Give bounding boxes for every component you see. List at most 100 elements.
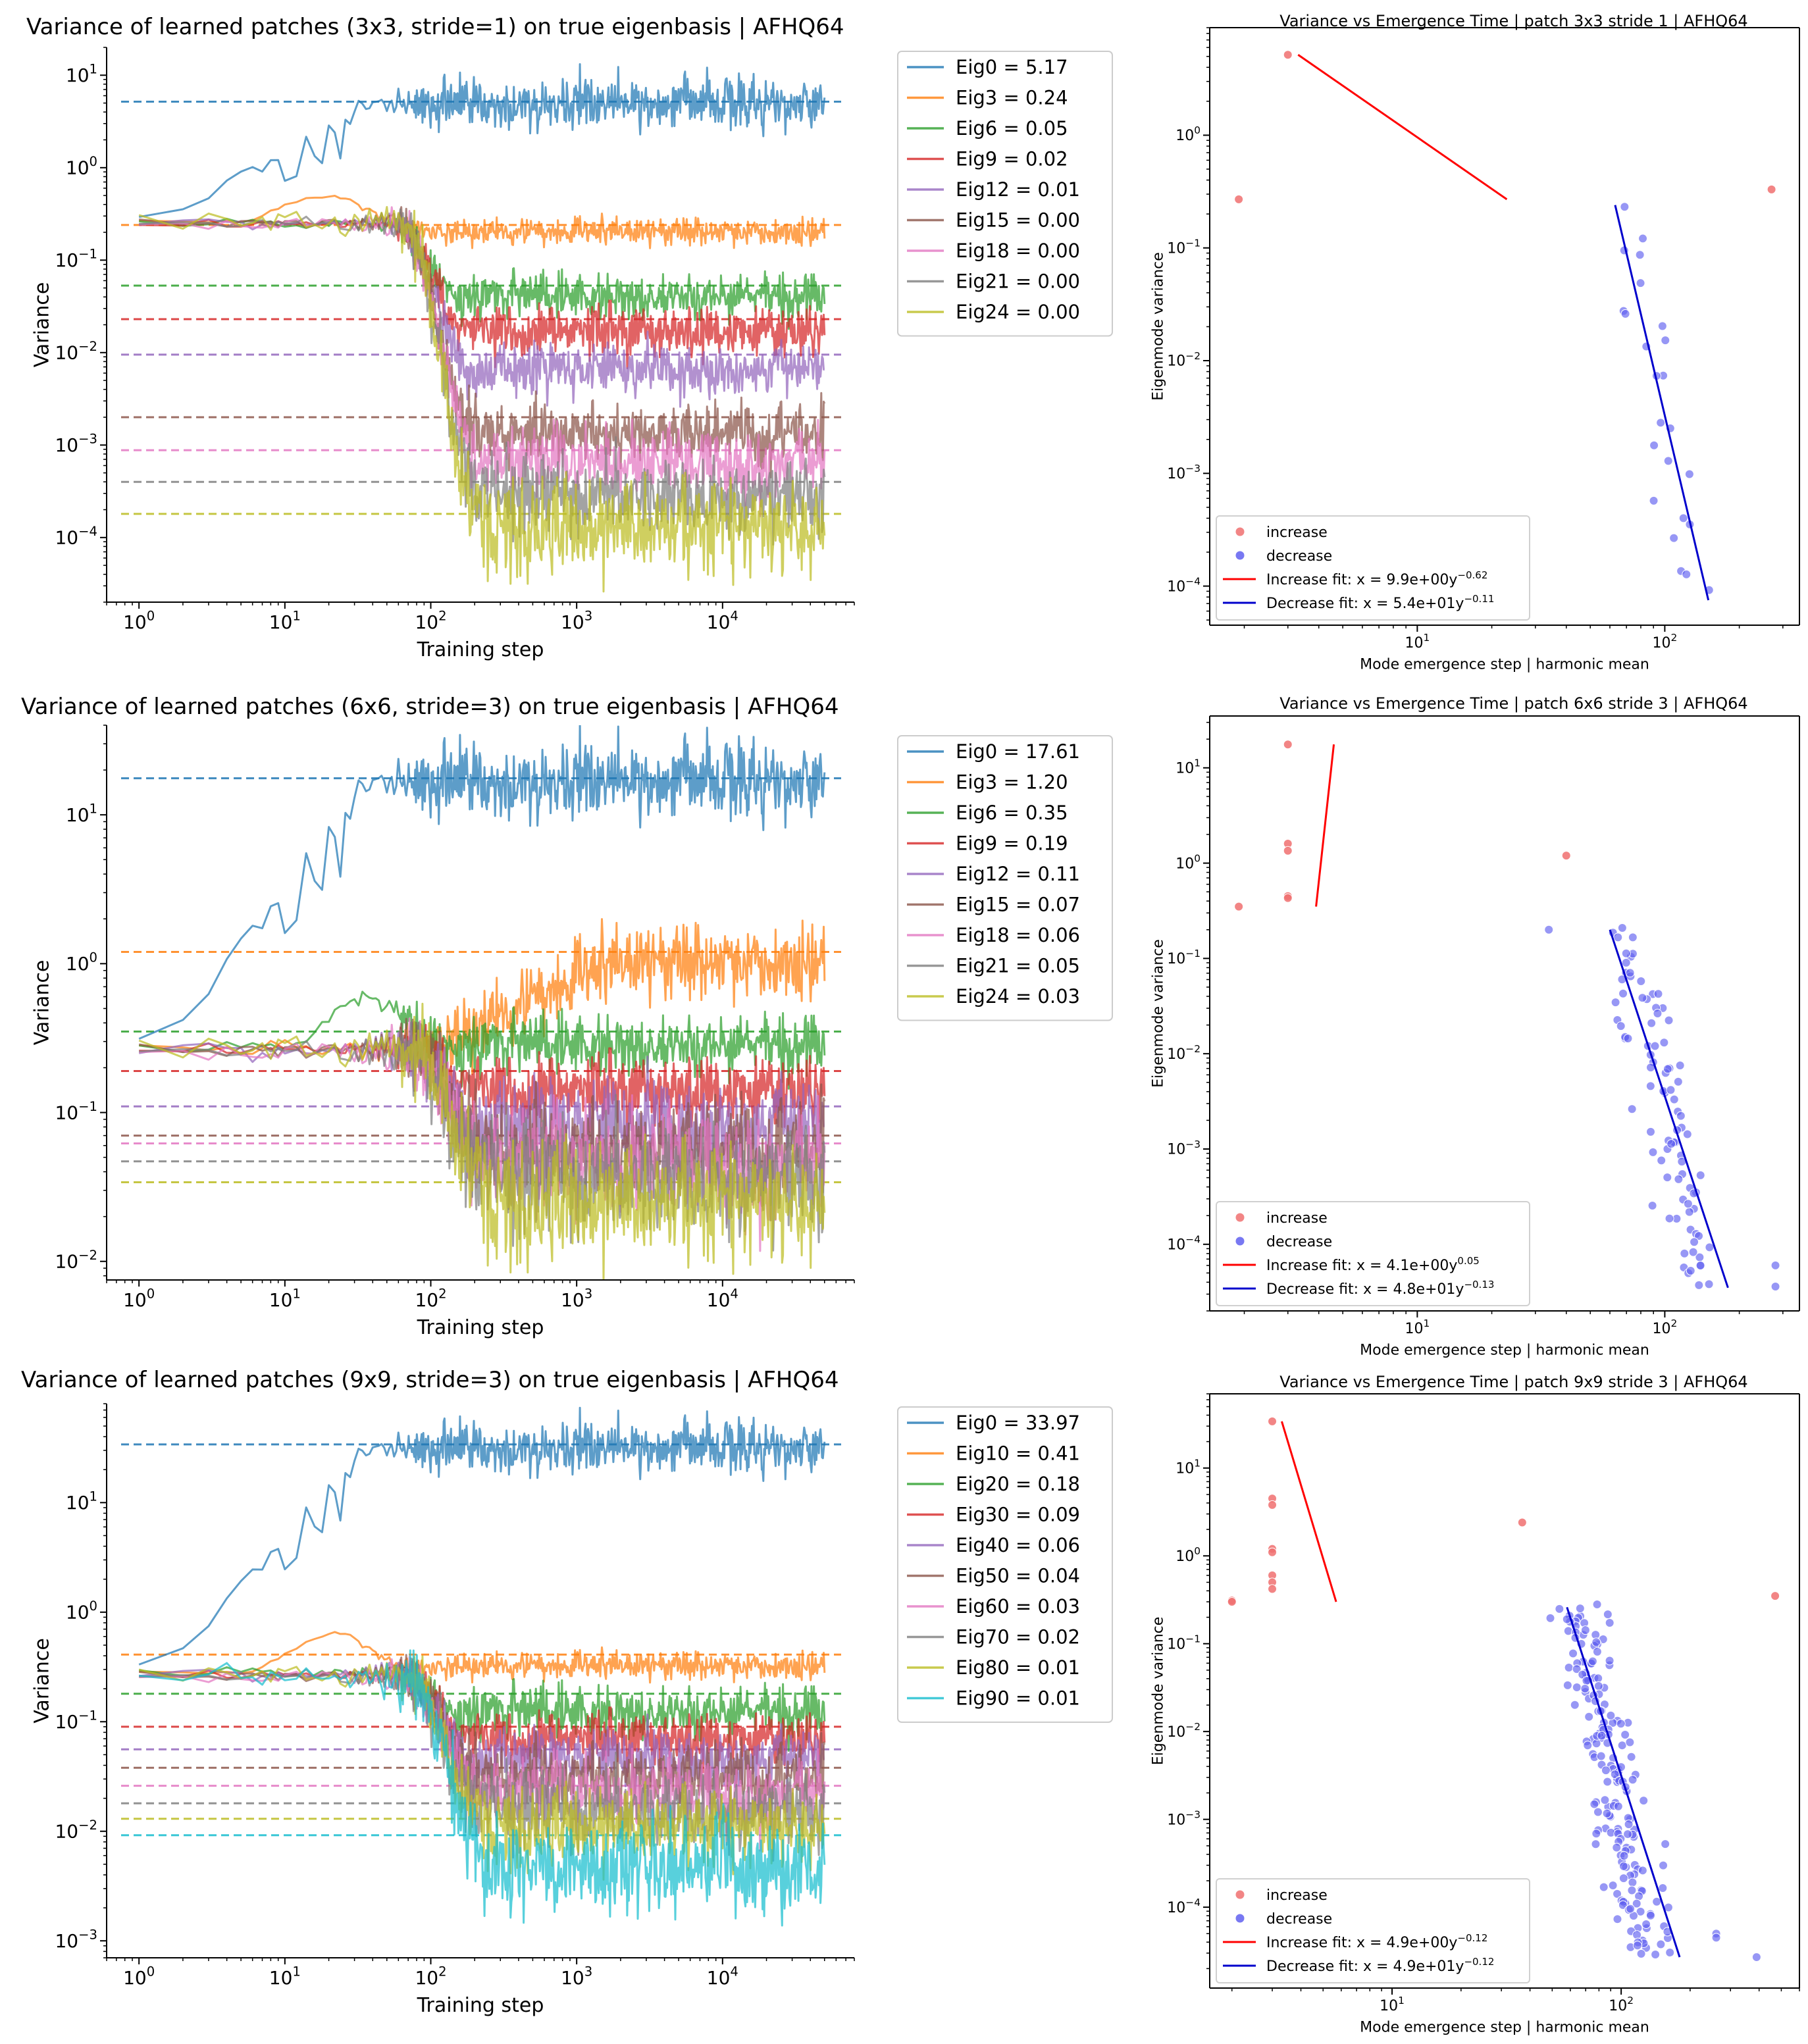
decrease-point	[1564, 1662, 1574, 1672]
decrease-point	[1636, 278, 1645, 288]
decrease-point	[1626, 1752, 1636, 1762]
decrease-point	[1645, 1127, 1655, 1137]
decrease-point	[1649, 440, 1659, 450]
y-tick-label: 10−3	[1167, 463, 1201, 482]
series-line	[138, 990, 826, 1090]
decrease-point	[1751, 1952, 1761, 1962]
x-tick-label: 102	[415, 1286, 446, 1311]
decrease-point	[1663, 456, 1673, 466]
line-chart-p3_left: 100 101 102 103 104 10−4 10−3 10−2 10−1 100 101 Tra…	[26, 14, 1113, 661]
y-tick-label: 100	[66, 1598, 97, 1623]
legend-entry: Eig21 = 0.00	[956, 270, 1080, 293]
legend-entry: decrease	[1266, 1911, 1332, 1928]
decrease-point	[1572, 1683, 1582, 1693]
increase-point	[1283, 740, 1293, 750]
decrease-point	[1584, 1712, 1594, 1722]
y-tick-label: 100	[1175, 1545, 1201, 1565]
x-tick-label: 103	[561, 1286, 592, 1311]
decrease-point	[1657, 1156, 1666, 1165]
series-line	[139, 1631, 826, 1684]
decrease-point	[1593, 1807, 1603, 1817]
decrease-point	[1647, 1018, 1657, 1028]
x-axis-label: Mode emergence step | harmonic mean	[1360, 656, 1649, 673]
y-tick-label: 10−4	[1167, 575, 1201, 595]
y-tick-label: 10−2	[55, 1248, 97, 1273]
series-line	[139, 918, 826, 1079]
decrease-point	[1591, 1637, 1601, 1647]
legend-entry: Eig80 = 0.01	[956, 1656, 1080, 1679]
y-tick-label: 100	[1175, 124, 1201, 144]
legend-box	[1216, 515, 1530, 621]
chart-title: Variance vs Emergence Time | patch 9x9 s…	[1279, 1373, 1747, 1391]
y-tick-label: 10−4	[1167, 1897, 1201, 1916]
decrease-point	[1583, 1741, 1593, 1750]
decrease-point	[1616, 1719, 1626, 1729]
decrease-point	[1657, 321, 1667, 331]
decrease-point	[1572, 1664, 1582, 1674]
y-tick-label: 100	[66, 950, 97, 975]
y-axis-label: Eigenmode variance	[1150, 252, 1166, 401]
decrease-point	[1613, 1914, 1622, 1924]
decrease-point	[1563, 1626, 1573, 1636]
plot-area	[121, 725, 841, 1280]
y-tick-label: 10−2	[1167, 1043, 1201, 1063]
decrease-point	[1656, 418, 1666, 428]
decrease-point	[1575, 1604, 1585, 1614]
decrease-point	[1611, 998, 1620, 1008]
legend-entry: Eig15 = 0.00	[956, 209, 1080, 232]
y-tick-label: 10−1	[1167, 948, 1201, 967]
decrease-point	[1603, 1610, 1613, 1620]
legend-entry: Eig18 = 0.00	[956, 240, 1080, 262]
y-axis-label: Variance	[31, 960, 54, 1046]
decrease-point	[1602, 1808, 1612, 1818]
decrease-point	[1628, 933, 1638, 942]
decrease-point	[1613, 933, 1623, 942]
increase-point	[1268, 1500, 1278, 1510]
decrease-fit-line	[1609, 929, 1729, 1289]
decrease-point	[1621, 958, 1631, 967]
series-line	[138, 206, 826, 593]
x-tick-label: 101	[269, 608, 301, 633]
decrease-point	[1665, 1947, 1675, 1957]
decrease-point	[1674, 1174, 1684, 1184]
chart-title: Variance of learned patches (9x9, stride…	[21, 1367, 839, 1393]
scatter-chart-p9_right: 101 102 10−4 10−3 10−2 10−1 100 101 Mode emergen…	[1150, 1373, 1800, 2035]
y-tick-label: 10−2	[55, 1818, 97, 1843]
line-chart-p9_left: 100 101 102 103 104 10−3 10−2 10−1 100 101 Trainin…	[21, 1367, 1113, 2017]
decrease-point	[1591, 1839, 1601, 1849]
decrease-point	[1628, 1775, 1638, 1785]
decrease-point	[1606, 1710, 1616, 1720]
x-tick-label: 101	[269, 1286, 301, 1311]
decrease-point	[1608, 1881, 1618, 1891]
decrease-point	[1627, 1885, 1637, 1895]
decrease-point	[1632, 1941, 1642, 1951]
decrease-point	[1570, 1700, 1580, 1710]
decrease-point	[1663, 1064, 1672, 1074]
y-tick-label: 101	[66, 61, 97, 86]
series-line	[139, 1649, 826, 1927]
decrease-point	[1647, 1201, 1657, 1211]
decrease-point	[1686, 1265, 1695, 1275]
decrease-point	[1628, 1878, 1638, 1887]
scatter-chart-p6_right: 101 102 10−4 10−3 10−2 10−1 100 101 Mode emergen…	[1150, 694, 1800, 1358]
series-line	[138, 1002, 826, 1280]
legend-entry: increase	[1266, 524, 1328, 541]
increase-fit-line	[1281, 1421, 1337, 1602]
decrease-fit-line	[1614, 205, 1710, 601]
legend-entry: Eig90 = 0.01	[956, 1687, 1080, 1710]
x-tick-label: 102	[415, 608, 446, 633]
line-chart-p6_left: 100 101 102 103 104 10−2 10−1 100 101 Training st…	[21, 694, 1113, 1339]
chart-title: Variance vs Emergence Time | patch 3x3 s…	[1279, 12, 1747, 30]
decrease-point	[1675, 1061, 1685, 1071]
legend-entry: Decrease fit: x = 4.9e+01y−0.12	[1266, 1956, 1494, 1975]
decrease-point	[1661, 336, 1670, 345]
y-tick-label: 10−3	[55, 431, 97, 456]
decrease-point	[1568, 1648, 1578, 1658]
y-tick-label: 101	[66, 801, 97, 826]
legend-entry: Eig12 = 0.01	[956, 178, 1080, 201]
chart-title: Variance of learned patches (6x6, stride…	[21, 694, 839, 720]
decrease-point	[1619, 1851, 1629, 1861]
decrease-point	[1684, 469, 1694, 479]
legend-entry: Decrease fit: x = 4.8e+01y−0.13	[1266, 1279, 1494, 1298]
